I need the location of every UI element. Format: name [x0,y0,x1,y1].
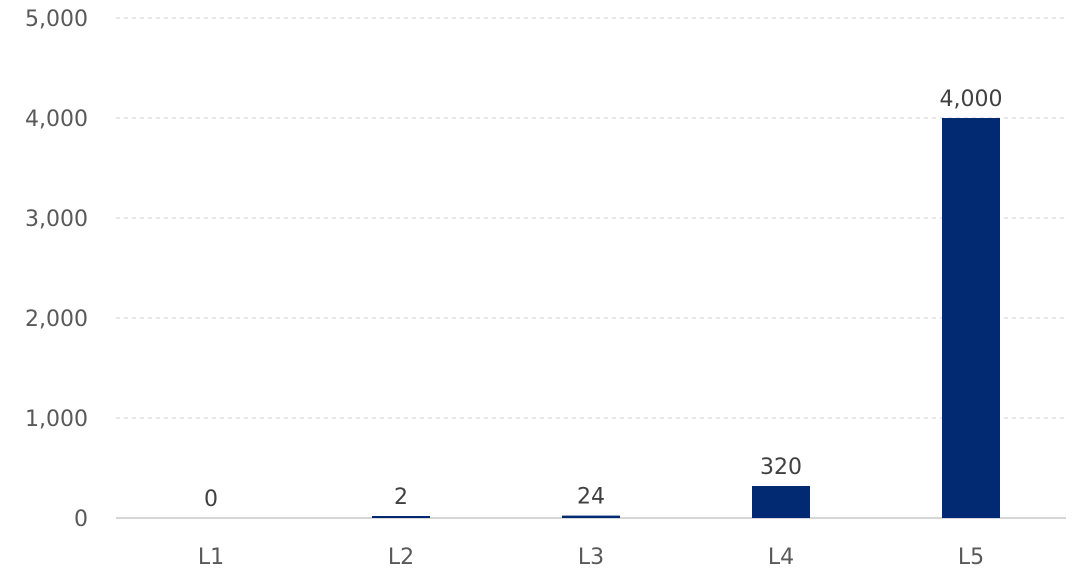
bars [372,118,1000,518]
bar-l4 [752,486,810,518]
y-tick-label: 5,000 [25,7,88,32]
data-label: 320 [760,455,802,480]
y-tick-label: 1,000 [25,407,88,432]
data-label: 24 [577,485,605,510]
x-tick-label: L2 [388,545,414,570]
gridlines [116,17,1066,419]
bar-l3 [562,515,620,518]
x-tick-label: L5 [958,545,984,570]
y-tick-label: 3,000 [25,207,88,232]
y-tick-label: 2,000 [25,307,88,332]
y-tick-label: 4,000 [25,107,88,132]
labels: 0 1,000 2,000 3,000 4,000 5,000 0 L1 2 L2 24 L3 320 L… [25,7,1002,570]
data-label: 4,000 [940,87,1003,112]
data-label: 0 [204,487,218,512]
data-label: 2 [394,485,408,510]
bar-l2 [372,516,430,518]
x-tick-label: L3 [578,545,604,570]
x-tick-label: L1 [198,545,224,570]
x-tick-label: L4 [768,545,794,570]
bar-l5 [942,118,1000,518]
y-tick-label: 0 [74,507,88,532]
